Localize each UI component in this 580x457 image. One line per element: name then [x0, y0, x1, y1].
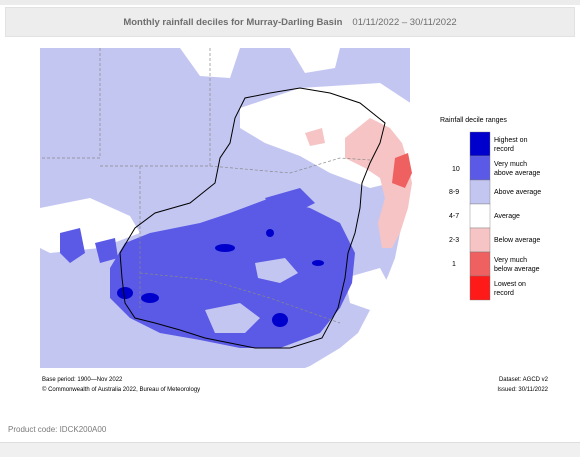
legend-label-very-much-below-1: Very much: [494, 257, 527, 264]
very-much-above-average-west: [60, 228, 85, 263]
title-bar: Monthly rainfall deciles for Murray-Darl…: [5, 7, 575, 37]
very-much-above-average-region: [110, 198, 355, 348]
legend-swatch-average: [469, 203, 491, 229]
legend-label-very-much-above-2: above average: [494, 170, 540, 177]
state-border-sa-nt: [40, 48, 101, 159]
highest-record-spot-5: [312, 260, 324, 266]
legend-title: Rainfall decile ranges: [440, 117, 507, 124]
state-border-nsw-vic: [139, 272, 341, 324]
legend-swatch-lowest: [469, 275, 491, 301]
highest-record-spot-2: [117, 287, 133, 299]
legend-range-10: 10: [452, 166, 460, 173]
legend-swatch-very-much-below: [469, 251, 491, 277]
above-average-inner: [205, 303, 260, 333]
very-much-above-average-west-2: [95, 238, 118, 263]
rainfall-map: Rainfall decile ranges Highest on record…: [40, 48, 551, 395]
legend-swatch-below: [469, 227, 491, 253]
below-average-patch: [305, 128, 325, 146]
legend-swatch-above: [469, 179, 491, 205]
legend-label-above: Above average: [494, 189, 541, 196]
dataset: Dataset: AGCD v2: [499, 377, 549, 383]
legend-label-very-much-below-2: below average: [494, 266, 540, 273]
base-period: Base period: 1900—Nov 2022: [42, 377, 123, 383]
average-region-top-right: [290, 48, 340, 73]
below-average-east-coast: [345, 118, 412, 248]
date-range: 01/11/2022 – 30/11/2022: [352, 16, 457, 28]
legend-range-1: 1: [452, 261, 456, 268]
very-much-below-average: [392, 153, 412, 188]
average-region-east: [345, 268, 388, 310]
copyright: © Commonwealth of Australia 2022, Bureau…: [42, 386, 200, 393]
issued-date: Issued: 30/11/2022: [497, 387, 548, 393]
legend-label-lowest-1: Lowest on: [494, 281, 526, 288]
legend-range-2-3: 2-3: [449, 237, 459, 244]
legend-label-lowest-2: record: [494, 290, 514, 297]
legend-swatch-very-much-above: [469, 155, 491, 181]
legend-label-below: Below average: [494, 237, 540, 244]
legend-range-4-7: 4-7: [449, 213, 459, 220]
legend-label-highest-2: record: [494, 146, 514, 153]
product-code: Product code: IDCK200A00: [8, 425, 107, 434]
above-average-inner-2: [255, 258, 298, 283]
highest-record-spot-1: [215, 244, 235, 252]
legend-swatch-highest: [469, 131, 491, 157]
highest-record-spot-3: [141, 293, 159, 303]
bottom-rule: [0, 442, 580, 457]
highest-record-spot-4: [272, 313, 288, 327]
top-rule: [0, 0, 580, 5]
map-title: Monthly rainfall deciles for Murray-Darl…: [123, 16, 343, 28]
map-panel: Rainfall decile ranges Highest on record…: [40, 48, 551, 395]
legend-label-average: Average: [494, 213, 520, 220]
highest-record-spot-6: [266, 229, 274, 237]
legend-label-highest-1: Highest on: [494, 137, 528, 144]
legend-label-very-much-above-1: Very much: [494, 161, 527, 168]
ocean: [40, 48, 551, 395]
legend-range-8-9: 8-9: [449, 189, 459, 196]
murray-darling-basin-boundary: [119, 87, 386, 349]
state-border-nsw-qld: [209, 157, 371, 174]
very-much-above-average-north: [265, 188, 315, 213]
